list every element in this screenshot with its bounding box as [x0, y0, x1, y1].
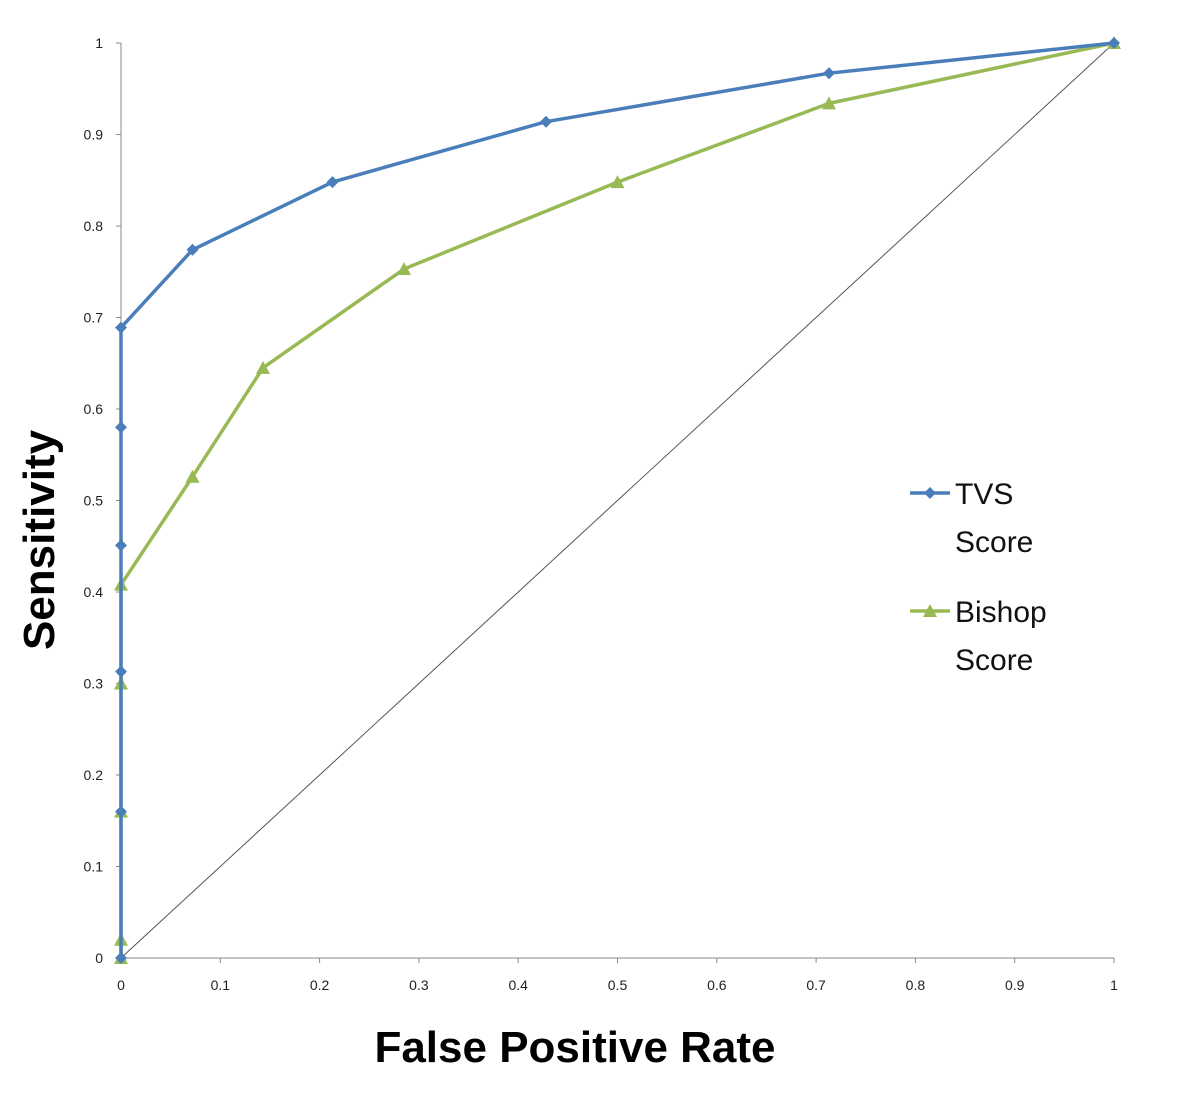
- y-tick-label: 0.9: [84, 127, 104, 143]
- diagonal-reference-line: [120, 42, 1115, 959]
- data-point: [185, 469, 200, 483]
- legend-label: Score: [955, 644, 1033, 677]
- x-tick-label: 0.6: [707, 977, 727, 993]
- data-point: [610, 175, 625, 189]
- y-tick-label: 0.5: [84, 493, 104, 509]
- legend-label: TVS: [955, 478, 1013, 511]
- data-point: [115, 321, 127, 334]
- data-point: [822, 96, 837, 110]
- data-point: [115, 952, 127, 964]
- y-tick-label: 0.6: [84, 401, 104, 417]
- y-tick-label: 0.8: [84, 218, 104, 234]
- data-point: [186, 243, 199, 256]
- x-tick-label: 0.1: [211, 977, 231, 993]
- legend-label: Bishop: [955, 596, 1047, 629]
- y-tick-label: 0.1: [84, 859, 104, 875]
- data-point: [326, 176, 339, 189]
- data-point: [115, 539, 127, 552]
- legend-label: Score: [955, 526, 1033, 559]
- y-axis-title: Sensitivity: [15, 429, 64, 650]
- x-tick-label: 0: [117, 977, 125, 993]
- data-point: [540, 115, 553, 128]
- data-point: [1108, 37, 1120, 49]
- x-tick-label: 0.8: [906, 977, 926, 993]
- y-tick-label: 0: [95, 950, 103, 966]
- series-reference: [120, 42, 1115, 959]
- data-point: [115, 665, 127, 678]
- data-point: [115, 421, 127, 434]
- series-tvs-score: [115, 37, 1120, 964]
- y-tick-label: 1: [95, 35, 103, 51]
- data-point: [255, 360, 270, 374]
- data-point: [115, 805, 127, 818]
- legend-item-tvs-score: TVS Score: [910, 478, 1033, 559]
- legend: TVS Score Bishop Score: [910, 478, 1047, 677]
- y-tick-label: 0.7: [84, 310, 104, 326]
- x-tick-label: 0.9: [1005, 977, 1025, 993]
- y-tick-label: 0.3: [84, 676, 104, 692]
- x-axis-title: False Positive Rate: [374, 1023, 775, 1072]
- x-tick-label: 0.7: [806, 977, 826, 993]
- legend-item-bishop-score: Bishop Score: [910, 596, 1047, 677]
- legend-marker: [924, 487, 936, 499]
- x-tick-label: 0.4: [508, 977, 528, 993]
- data-point: [823, 67, 836, 80]
- y-tick-label: 0.2: [84, 767, 104, 783]
- y-tick-label: 0.4: [84, 584, 104, 600]
- x-tick-label: 0.5: [608, 977, 628, 993]
- x-tick-label: 1: [1110, 977, 1118, 993]
- legend-marker: [923, 604, 937, 617]
- x-tick-label: 0.3: [409, 977, 429, 993]
- x-tick-label: 0.2: [310, 977, 330, 993]
- data-point: [397, 262, 412, 276]
